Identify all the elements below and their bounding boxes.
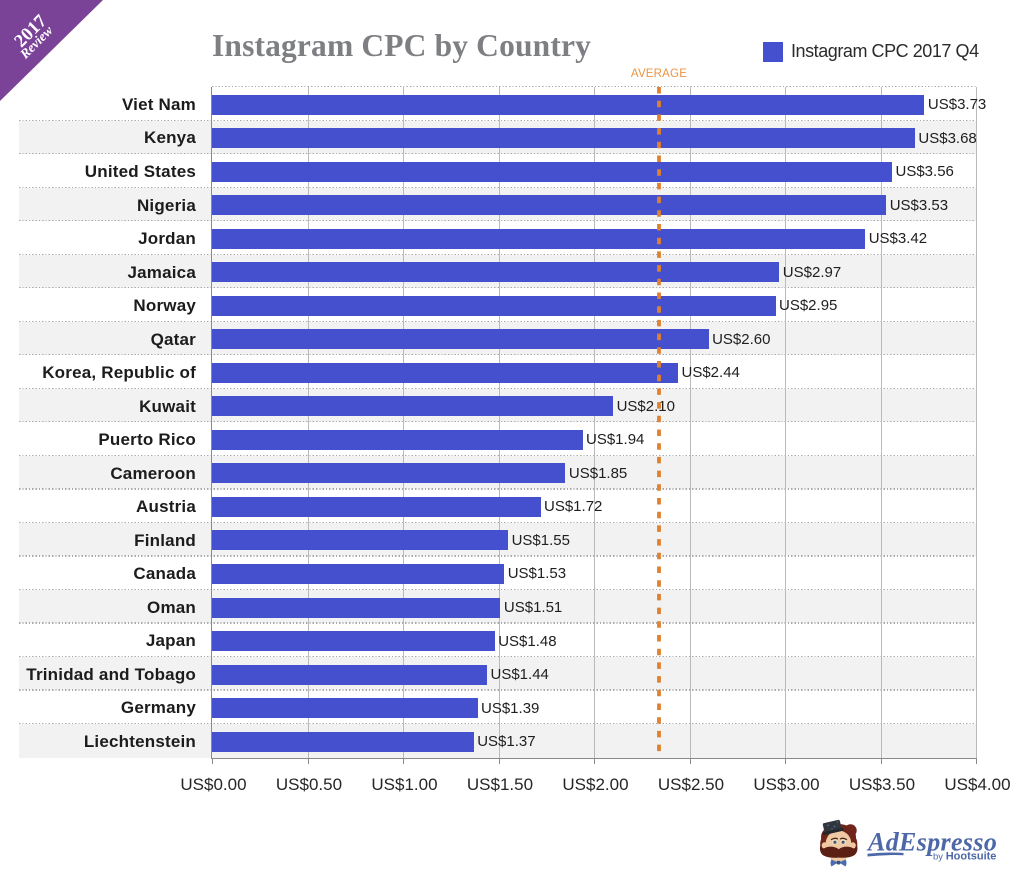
- svg-text:AdEspresso: AdEspresso: [866, 828, 997, 857]
- svg-text:by Hootsuite: by Hootsuite: [933, 851, 996, 863]
